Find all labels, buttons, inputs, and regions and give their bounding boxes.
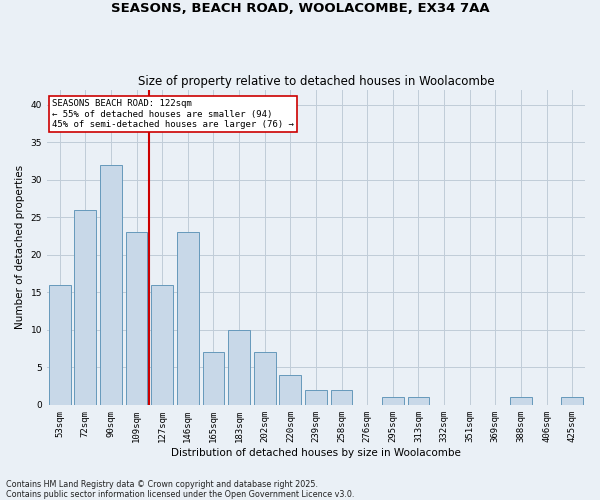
Text: SEASONS, BEACH ROAD, WOOLACOMBE, EX34 7AA: SEASONS, BEACH ROAD, WOOLACOMBE, EX34 7A… bbox=[110, 2, 490, 16]
Y-axis label: Number of detached properties: Number of detached properties bbox=[15, 165, 25, 330]
Bar bbox=[100, 164, 122, 405]
Bar bbox=[151, 285, 173, 405]
Text: SEASONS BEACH ROAD: 122sqm
← 55% of detached houses are smaller (94)
45% of semi: SEASONS BEACH ROAD: 122sqm ← 55% of deta… bbox=[52, 99, 294, 129]
Bar bbox=[331, 390, 352, 405]
Bar bbox=[561, 398, 583, 405]
Bar bbox=[407, 398, 430, 405]
Bar bbox=[49, 285, 71, 405]
Bar bbox=[228, 330, 250, 405]
Bar bbox=[177, 232, 199, 405]
Text: Contains HM Land Registry data © Crown copyright and database right 2025.
Contai: Contains HM Land Registry data © Crown c… bbox=[6, 480, 355, 499]
Bar bbox=[254, 352, 275, 405]
Title: Size of property relative to detached houses in Woolacombe: Size of property relative to detached ho… bbox=[137, 76, 494, 88]
Bar bbox=[203, 352, 224, 405]
Bar bbox=[74, 210, 96, 405]
X-axis label: Distribution of detached houses by size in Woolacombe: Distribution of detached houses by size … bbox=[171, 448, 461, 458]
Bar bbox=[382, 398, 404, 405]
Bar bbox=[126, 232, 148, 405]
Bar bbox=[280, 375, 301, 405]
Bar bbox=[510, 398, 532, 405]
Bar bbox=[305, 390, 327, 405]
